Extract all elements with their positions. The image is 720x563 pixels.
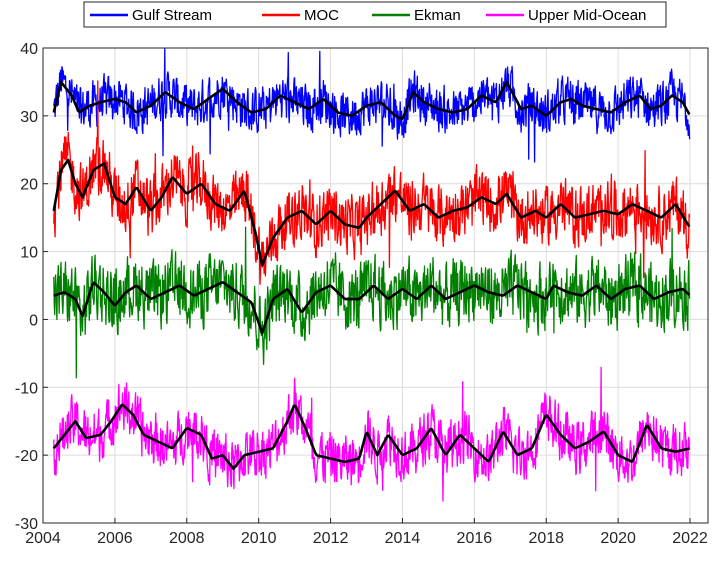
legend-label-gulf-stream: Gulf Stream <box>132 7 212 24</box>
series-line-upper-mid-ocean <box>53 366 691 502</box>
smoothed-line-ekman <box>53 281 691 335</box>
series-line-ekman <box>53 226 691 379</box>
ticks: 2004 2006 2008 2010 2012 2014 2016 2018 2020 2022… <box>15 41 708 547</box>
x-tick-label: 2014 <box>385 530 421 547</box>
smoothed-line-upper-mid-ocean <box>52 403 690 470</box>
smoothed-line-moc <box>52 158 691 267</box>
y-tick-label: -30 <box>15 516 38 533</box>
legend-label-upper-mid-ocean: Upper Mid-Ocean <box>528 7 646 24</box>
y-tick-label: 30 <box>20 109 38 126</box>
x-tick-label: 2020 <box>600 530 636 547</box>
y-tick-label: 10 <box>20 245 38 262</box>
y-tick-label: -20 <box>15 448 38 465</box>
series-line-moc <box>53 80 691 285</box>
legend-label-ekman: Ekman <box>414 7 461 24</box>
x-tick-label: 2010 <box>241 530 277 547</box>
y-tick-label: 40 <box>20 41 38 58</box>
y-tick-label: 20 <box>20 177 38 194</box>
x-tick-label: 2012 <box>313 530 349 547</box>
smoothed-line-gulf-stream <box>52 80 691 121</box>
x-tick-label: 2008 <box>169 530 205 547</box>
series-line-gulf-stream <box>53 47 691 163</box>
y-tick-label: 0 <box>29 312 38 329</box>
x-tick-label: 2016 <box>457 530 493 547</box>
y-tick-label: -10 <box>15 380 38 397</box>
legend-label-moc: MOC <box>304 7 339 24</box>
x-tick-label: 2022 <box>672 530 708 547</box>
x-tick-label: 2018 <box>528 530 564 547</box>
legend: Gulf Stream MOC Ekman Upper Mid-Ocean <box>83 1 667 28</box>
series-layer <box>52 47 691 502</box>
plot-frame <box>42 47 709 524</box>
x-tick-label: 2006 <box>97 530 133 547</box>
x-tick-label: 2004 <box>25 530 61 547</box>
